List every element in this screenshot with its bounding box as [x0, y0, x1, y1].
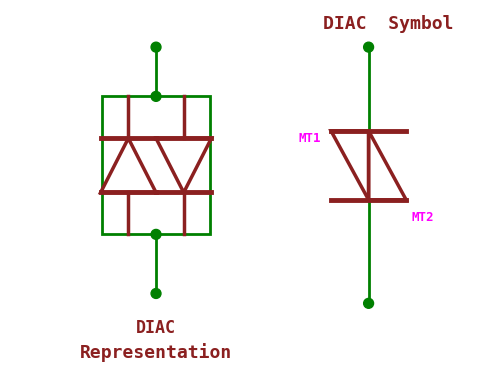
Text: MT1: MT1 [299, 132, 321, 145]
Circle shape [151, 230, 161, 239]
Circle shape [151, 91, 161, 101]
Circle shape [151, 288, 161, 298]
Circle shape [364, 42, 373, 52]
Text: DIAC: DIAC [136, 319, 176, 337]
Circle shape [364, 298, 373, 308]
Text: MT2: MT2 [411, 211, 433, 224]
Bar [102, 96, 211, 235]
Circle shape [151, 42, 161, 52]
Text: DIAC  Symbol: DIAC Symbol [323, 15, 454, 34]
Text: Representation: Representation [80, 343, 232, 362]
